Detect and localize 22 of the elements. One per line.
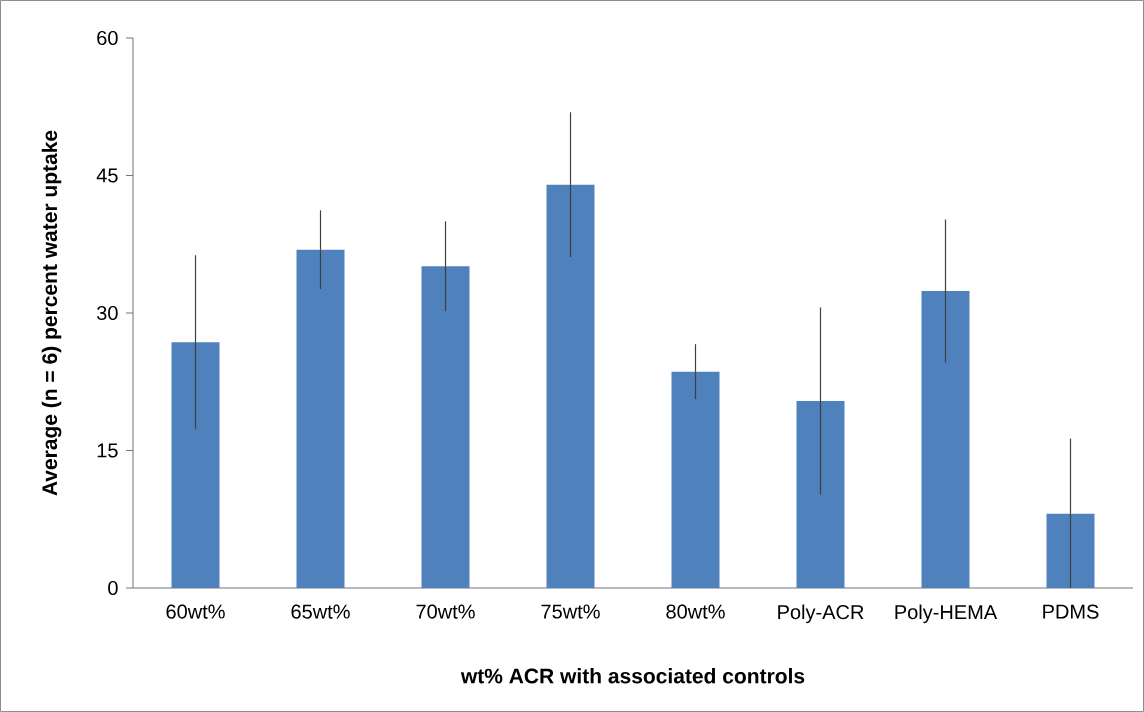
y-axis-title: Average (n = 6) percent water uptake: [41, 130, 62, 496]
bar: [296, 249, 345, 588]
x-tick-label: PDMS: [1043, 604, 1099, 619]
x-axis-title: wt% ACR with associated controls: [460, 668, 805, 684]
x-tick-label: Poly-ACR: [778, 604, 864, 624]
bar: [171, 342, 220, 588]
y-tick-label: 0: [108, 580, 118, 596]
y-tick-label: 15: [97, 443, 118, 458]
bar: [671, 371, 720, 588]
x-tick-label: 75wt%: [541, 604, 600, 619]
y-tick-label: 60: [97, 30, 118, 46]
x-tick-label: 60wt%: [166, 604, 225, 619]
x-tick-label: Poly-HEMA: [895, 604, 998, 624]
bar: [796, 400, 845, 588]
bar: [546, 184, 595, 588]
x-tick-label: 70wt%: [416, 604, 475, 619]
x-tick-label: 80wt%: [666, 604, 725, 619]
bar: [921, 290, 970, 588]
y-tick-label: 45: [96, 168, 118, 183]
bar: [421, 266, 470, 588]
x-tick-label: 65wt%: [291, 604, 350, 619]
y-tick-label: 30: [97, 305, 118, 321]
